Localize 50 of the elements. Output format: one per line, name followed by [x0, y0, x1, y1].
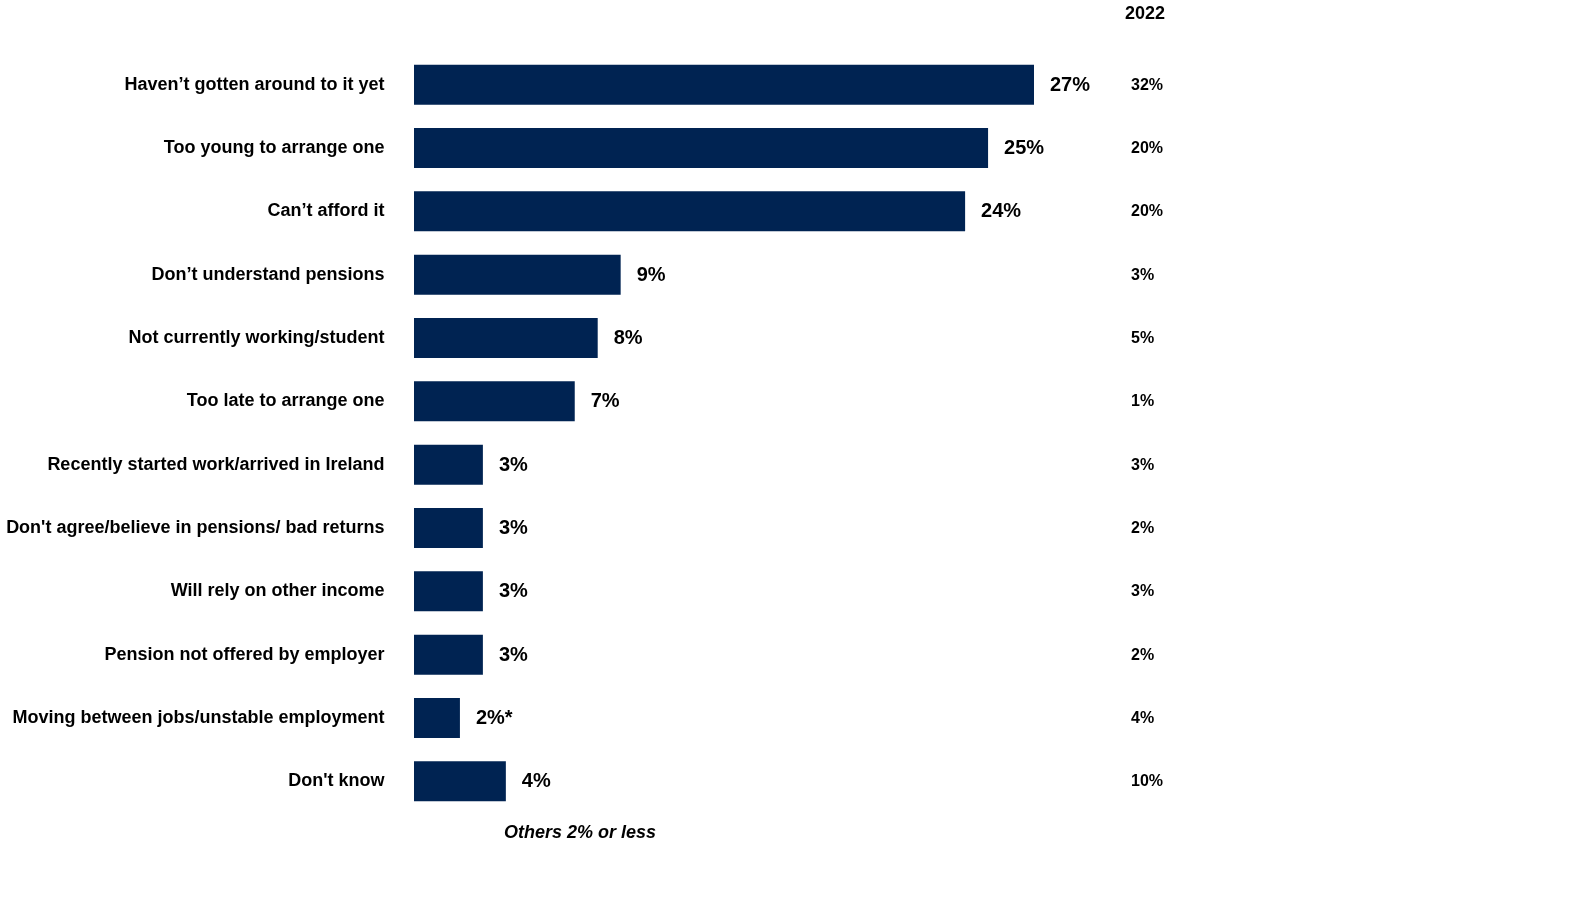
text: 10% — [1131, 772, 1164, 790]
y-tick-label: Too young to arrange one — [163, 137, 385, 157]
bar — [414, 761, 506, 802]
text: 3% — [1131, 265, 1155, 283]
bar — [414, 634, 483, 675]
bar — [414, 64, 1034, 105]
bar — [414, 128, 989, 168]
bar — [414, 254, 621, 295]
y-tick-label: Can’t afford it — [267, 200, 385, 221]
text: 3% — [1131, 582, 1155, 600]
text: 3% — [1131, 455, 1155, 473]
text: 32% — [1131, 75, 1164, 93]
data-label: 27% — [1050, 72, 1091, 95]
y-tick-label: Will rely on other income — [170, 580, 385, 601]
bar — [414, 381, 575, 422]
text: Others 2% or less — [504, 822, 657, 842]
bar — [414, 698, 460, 738]
text: 4% — [1131, 709, 1155, 726]
bar — [414, 191, 966, 232]
data-label: 9% — [636, 262, 666, 285]
data-label: 3% — [498, 579, 529, 602]
bar — [414, 571, 483, 612]
y-tick-label: Don't agree/believe in pensions/ bad returns — [6, 517, 385, 537]
y-tick-label: Too late to arrange one — [186, 390, 385, 411]
data-label: 7% — [590, 389, 620, 412]
bar — [414, 508, 483, 548]
y-tick-label: Don’t understand pensions — [151, 263, 385, 284]
y-tick-label: Haven’t gotten around to it yet — [124, 73, 385, 94]
data-label: 3% — [498, 642, 529, 665]
text: 2% — [1131, 645, 1155, 663]
y-tick-label: Recently started work/arrived in Ireland — [47, 453, 385, 474]
data-label: 25% — [1004, 136, 1045, 158]
data-label: 2%* — [475, 706, 513, 728]
y-tick-label: Don't know — [288, 770, 386, 791]
y-tick-label: Pension not offered by employer — [104, 643, 385, 664]
data-label: 3% — [498, 516, 529, 538]
bar — [414, 444, 483, 485]
y-tick-label: Moving between jobs/unstable employment — [12, 707, 385, 727]
data-label: 8% — [613, 326, 643, 348]
text: 1% — [1131, 392, 1155, 410]
data-label: 24% — [981, 199, 1022, 222]
text: 2022 — [1125, 3, 1166, 23]
y-tick-label: Not currently working/student — [128, 327, 385, 347]
text: 20% — [1131, 202, 1164, 220]
data-label: 4% — [521, 769, 551, 792]
text: 5% — [1131, 329, 1155, 346]
text: 20% — [1131, 139, 1164, 156]
bar — [414, 318, 598, 358]
text: 2% — [1131, 519, 1155, 536]
data-label: 3% — [498, 452, 529, 475]
